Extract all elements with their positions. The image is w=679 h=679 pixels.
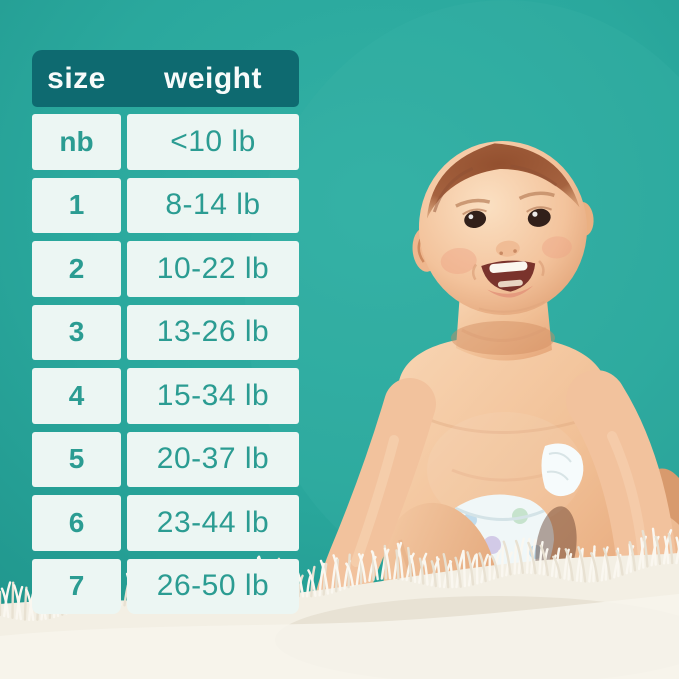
table-header: size weight — [32, 50, 299, 107]
size-cell: 4 — [32, 368, 121, 424]
size-cell: 6 — [32, 495, 121, 551]
size-table-rows: nb <10 lb 1 8-14 lb 2 10-22 lb 3 13-26 lb 4 15-34… — [32, 114, 299, 614]
size-cell: 2 — [32, 241, 121, 297]
baby-head — [412, 141, 594, 315]
baby-eyes — [462, 206, 552, 228]
weight-cell: 23-44 lb — [127, 495, 299, 551]
size-cell: 3 — [32, 304, 121, 360]
weight-cell: 13-26 lb — [127, 304, 299, 360]
weight-cell: 26-50 lb — [127, 558, 299, 614]
size-cell: 7 — [32, 558, 121, 614]
baby-smile — [471, 260, 545, 298]
weight-cell: 8-14 lb — [127, 177, 299, 233]
size-weight-table: size weight nb <10 lb 1 8-14 lb 2 10-22 lb 3 13… — [32, 50, 299, 614]
weight-column-header: weight — [164, 61, 262, 95]
size-cell: 5 — [32, 431, 121, 487]
size-cell: 1 — [32, 177, 121, 233]
size-cell: nb — [32, 114, 121, 170]
size-column-header: size — [47, 61, 106, 95]
weight-cell: <10 lb — [127, 114, 299, 170]
weight-cell: 20-37 lb — [127, 431, 299, 487]
weight-cell: 15-34 lb — [127, 368, 299, 424]
weight-cell: 10-22 lb — [127, 241, 299, 297]
baby-hair — [426, 143, 580, 219]
